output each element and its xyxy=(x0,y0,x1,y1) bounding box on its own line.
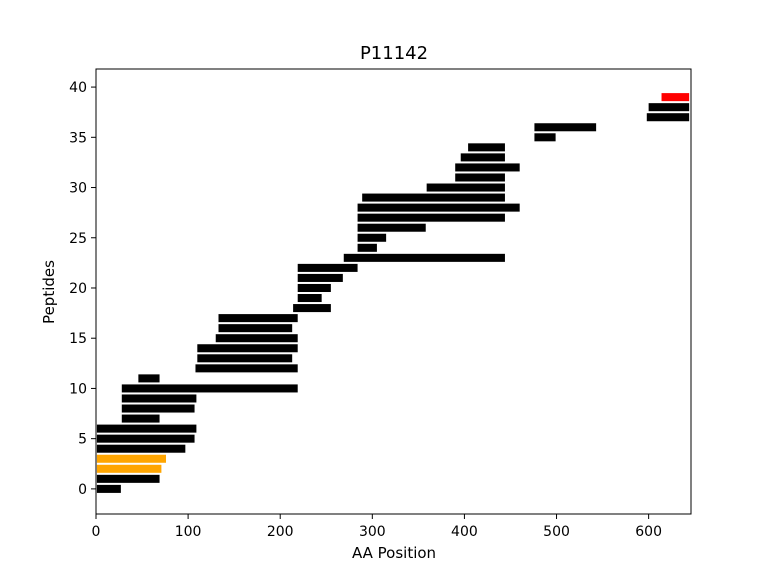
peptide-bar xyxy=(96,444,186,453)
x-tick-label: 200 xyxy=(267,524,294,540)
peptide-bar xyxy=(96,434,195,443)
peptide-bar xyxy=(534,133,556,142)
peptide-bar xyxy=(218,324,293,333)
peptide-bar xyxy=(648,103,690,112)
peptide-bar xyxy=(96,474,160,483)
peptide-bar xyxy=(197,354,293,363)
x-tick-label: 100 xyxy=(175,524,202,540)
peptide-bar xyxy=(661,93,690,102)
peptide-bar xyxy=(121,404,195,413)
y-tick-label: 5 xyxy=(78,432,87,448)
peptide-bar xyxy=(460,153,505,162)
peptide-bar xyxy=(468,143,505,152)
peptide-bar xyxy=(455,173,505,182)
peptide-bar xyxy=(646,113,690,122)
x-tick-label: 400 xyxy=(451,524,478,540)
peptide-bar xyxy=(293,304,331,313)
peptide-bar xyxy=(215,334,298,343)
y-tick-label: 35 xyxy=(69,130,87,146)
peptide-bar xyxy=(197,344,298,353)
peptide-bar xyxy=(138,374,160,383)
peptide-bar xyxy=(121,394,197,403)
peptide-bar xyxy=(96,484,121,493)
y-tick-label: 40 xyxy=(69,80,87,96)
peptide-bar xyxy=(121,384,298,393)
peptide-bars xyxy=(96,93,690,493)
peptide-bar xyxy=(121,414,160,423)
y-axis: 0 5 10 15 20 25 30 35 40 xyxy=(69,80,96,498)
chart-title: P11142 xyxy=(360,43,428,64)
y-tick-label: 15 xyxy=(69,331,87,347)
y-tick-label: 25 xyxy=(69,231,87,247)
y-axis-label: Peptides xyxy=(40,260,58,324)
peptide-bar xyxy=(357,213,505,222)
peptide-bar xyxy=(96,424,197,433)
x-tick-label: 600 xyxy=(635,524,662,540)
y-tick-label: 20 xyxy=(69,281,87,297)
peptide-bar xyxy=(357,233,387,242)
x-tick-label: 500 xyxy=(543,524,570,540)
peptide-bar xyxy=(357,203,520,212)
peptide-bar xyxy=(297,273,343,282)
y-tick-label: 0 xyxy=(78,482,87,498)
peptide-bar xyxy=(426,183,505,192)
peptide-bar xyxy=(534,123,597,132)
x-tick-label: 300 xyxy=(359,524,386,540)
y-tick-label: 30 xyxy=(69,181,87,197)
plot-frame xyxy=(95,68,692,515)
peptide-bar xyxy=(96,464,162,473)
peptide-bar xyxy=(357,243,377,252)
y-tick-label: 10 xyxy=(69,381,87,397)
peptide-bar xyxy=(218,314,298,323)
peptide-bar xyxy=(297,263,358,272)
peptide-bar xyxy=(96,454,166,463)
x-axis: 0 100 200 300 400 500 600 xyxy=(92,514,662,540)
x-tick-label: 0 xyxy=(92,524,101,540)
peptide-bar xyxy=(357,223,426,232)
peptide-bar xyxy=(297,283,331,293)
peptide-bar xyxy=(297,294,322,303)
peptide-bar xyxy=(455,163,520,172)
peptide-bar xyxy=(343,253,505,262)
peptide-bar xyxy=(362,193,505,202)
peptide-bar xyxy=(195,364,298,373)
x-axis-label: AA Position xyxy=(352,544,436,562)
